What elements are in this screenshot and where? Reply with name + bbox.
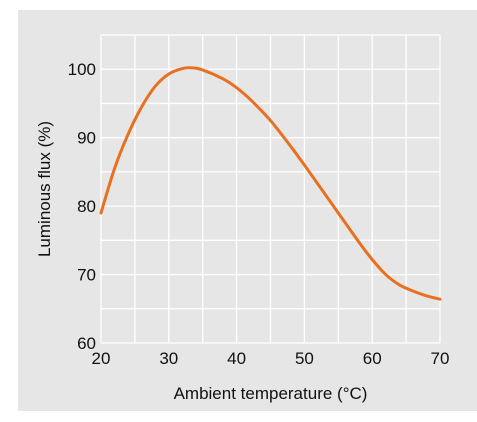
x-tick-label: 30 (159, 349, 178, 368)
y-tick-label: 80 (77, 197, 96, 216)
y-tick-labels: 60 70 80 90 100 (68, 60, 96, 353)
x-tick-label: 20 (92, 349, 111, 368)
y-tick-label: 70 (77, 266, 96, 285)
x-tick-label: 50 (295, 349, 314, 368)
series-group (99, 66, 442, 301)
y-tick-label: 90 (77, 129, 96, 148)
series-line (99, 66, 442, 301)
x-tick-label: 60 (363, 349, 382, 368)
x-axis-title: Ambient temperature (°C) (174, 384, 368, 403)
y-tick-label: 100 (68, 60, 96, 79)
x-tick-labels: 20 30 40 50 60 70 (92, 349, 450, 368)
y-axis-title: Luminous flux (%) (35, 121, 54, 257)
x-tick-label: 40 (227, 349, 246, 368)
x-tick-label: 70 (431, 349, 450, 368)
y-tick-label: 60 (77, 334, 96, 353)
